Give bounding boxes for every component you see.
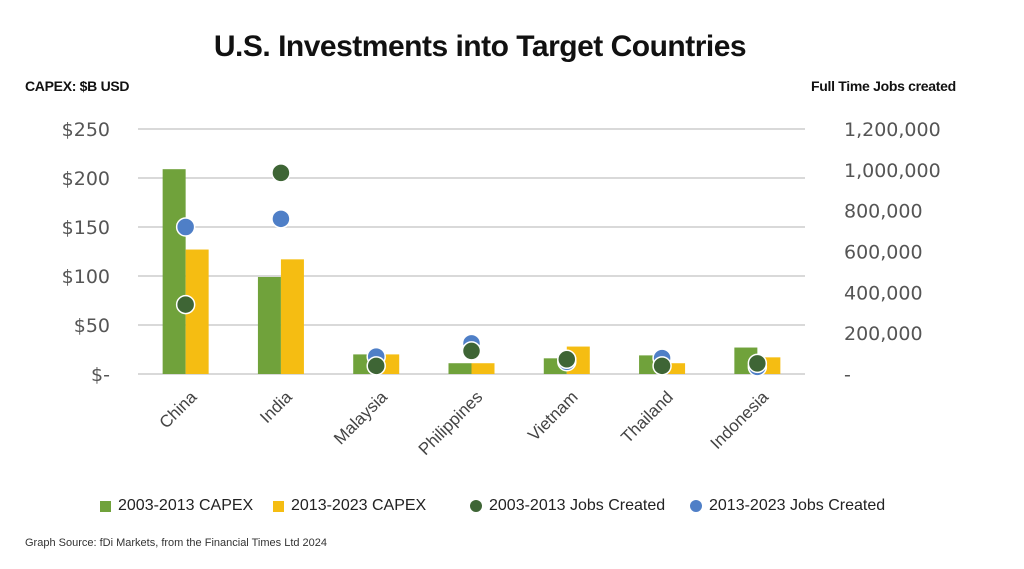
category-label: Vietnam bbox=[524, 387, 581, 444]
right-tick-label: 1,000,000 bbox=[844, 160, 941, 182]
bar-philippines-2003-2013 bbox=[448, 363, 472, 374]
point-indonesia-jobs-2003-2013 bbox=[747, 353, 768, 374]
category-label: China bbox=[156, 387, 201, 432]
legend-swatch bbox=[100, 500, 111, 512]
left-tick-label: $50 bbox=[74, 315, 110, 337]
left-axis-ticks: $- $50 $100 $150 $200 $250 bbox=[62, 119, 110, 386]
legend-dot bbox=[690, 500, 702, 512]
legend-label: 2003-2013 Jobs Created bbox=[489, 497, 666, 514]
category-label: Thailand bbox=[617, 387, 677, 447]
left-tick-label: $100 bbox=[62, 266, 110, 288]
point-philippines-jobs-2003-2013 bbox=[461, 341, 482, 361]
left-axis-title: CAPEX: $B USD bbox=[25, 78, 130, 94]
bar-china-2003-2013 bbox=[162, 169, 186, 374]
legend-dot bbox=[470, 500, 482, 512]
point-thailand-jobs-2003-2013 bbox=[652, 356, 672, 376]
category-label: Indonesia bbox=[707, 387, 773, 453]
left-tick-label: $150 bbox=[62, 217, 110, 239]
right-tick-label: 600,000 bbox=[844, 242, 923, 264]
legend-item-jobs-2003-2013: 2003-2013 Jobs Created bbox=[470, 497, 665, 515]
right-tick-label: 200,000 bbox=[844, 323, 923, 345]
legend-item-capex-2003-2013: 2003-2013 CAPEX bbox=[100, 497, 253, 515]
point-china-jobs-2003-2013 bbox=[175, 294, 196, 315]
bar-philippines-2013-2023 bbox=[471, 363, 495, 374]
point-vietnam-jobs-2003-2013 bbox=[557, 349, 577, 370]
left-tick-label: $- bbox=[91, 364, 110, 386]
legend: 2003-2013 CAPEX 2013-2023 CAPEX 2003-201… bbox=[0, 497, 1024, 521]
right-axis-title: Full Time Jobs created bbox=[811, 78, 956, 94]
point-china-jobs-2013-2023 bbox=[175, 217, 196, 237]
scatter-points bbox=[175, 163, 768, 377]
right-tick-label: - bbox=[844, 364, 851, 386]
legend-label: 2013-2023 Jobs Created bbox=[709, 497, 886, 514]
bar-india-2003-2013 bbox=[257, 276, 281, 374]
bar-china-2013-2023 bbox=[185, 249, 209, 374]
legend-swatch bbox=[273, 500, 284, 512]
legend-item-capex-2013-2023: 2013-2023 CAPEX bbox=[273, 497, 426, 515]
right-tick-label: 400,000 bbox=[844, 282, 923, 304]
category-labels: China India Malaysia Philippines Vietnam Thai… bbox=[156, 387, 773, 459]
right-tick-label: 800,000 bbox=[844, 201, 923, 223]
category-label: Philippines bbox=[415, 387, 487, 459]
gridlines bbox=[138, 128, 805, 375]
right-axis-ticks: - 200,000 400,000 600,000 800,000 1,000,000 1,… bbox=[844, 119, 941, 386]
right-tick-label: 1,200,000 bbox=[844, 119, 941, 141]
category-label: Malaysia bbox=[330, 387, 391, 448]
graph-source: Graph Source: fDi Markets, from the Fina… bbox=[25, 537, 328, 549]
category-label: India bbox=[256, 387, 296, 427]
point-malaysia-jobs-2003-2013 bbox=[366, 356, 386, 376]
left-tick-label: $200 bbox=[62, 168, 110, 190]
chart-title: U.S. Investments into Target Countries bbox=[213, 30, 747, 63]
bar-india-2013-2023 bbox=[280, 259, 304, 374]
point-india-jobs-2013-2023 bbox=[271, 209, 291, 229]
legend-item-jobs-2013-2023: 2013-2023 Jobs Created bbox=[690, 497, 885, 515]
point-india-jobs-2003-2013 bbox=[271, 163, 291, 183]
legend-label: 2013-2023 CAPEX bbox=[291, 497, 427, 514]
bar-thailand-2013-2023 bbox=[662, 363, 686, 374]
legend-label: 2003-2013 CAPEX bbox=[118, 497, 254, 514]
left-tick-label: $250 bbox=[62, 119, 110, 141]
